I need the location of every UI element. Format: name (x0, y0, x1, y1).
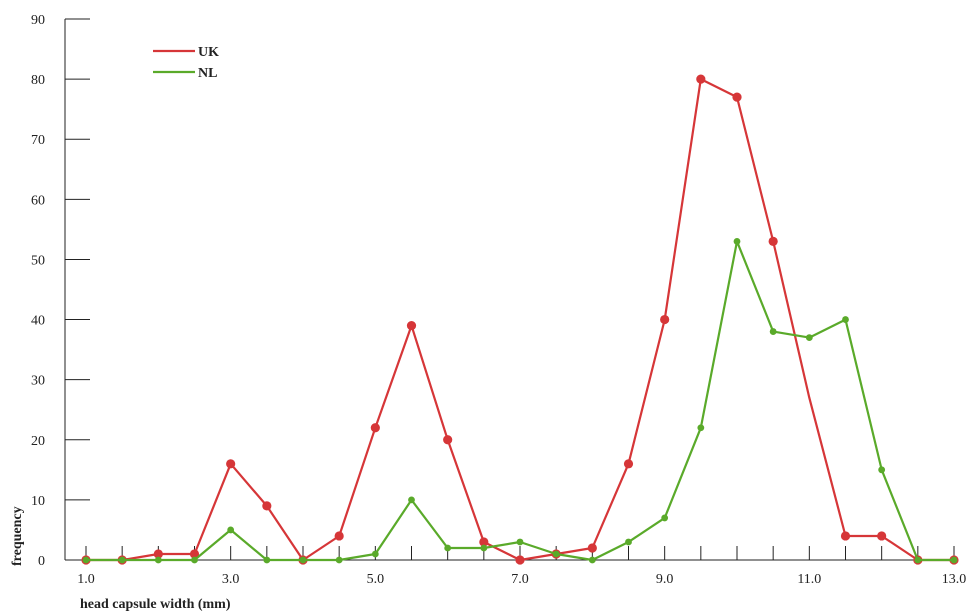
data-point-nl (82, 556, 90, 564)
data-point-nl (914, 556, 922, 564)
data-point-uk (587, 543, 597, 553)
x-tick-label: 7.0 (511, 572, 529, 587)
data-point-nl (552, 550, 560, 558)
data-point-nl (371, 550, 379, 558)
x-tick-label: 1.0 (77, 572, 95, 587)
x-tick-label: 13.0 (942, 572, 967, 587)
series-nl (82, 238, 958, 564)
data-point-uk (660, 314, 670, 325)
x-tick-label: 5.0 (367, 572, 385, 587)
y-tick-label: 70 (31, 133, 45, 148)
data-point-nl (480, 544, 488, 552)
data-point-uk (226, 459, 236, 469)
data-point-nl (335, 556, 343, 564)
data-point-nl (769, 328, 777, 335)
data-point-uk (406, 320, 417, 331)
data-point-uk (370, 423, 380, 433)
series-layer (81, 74, 959, 565)
data-point-nl (625, 538, 632, 546)
data-point-nl (842, 316, 849, 323)
data-point-uk (262, 501, 272, 511)
data-point-uk (623, 459, 634, 469)
y-tick-label: 80 (31, 73, 45, 88)
series-uk (81, 74, 959, 565)
series-line-uk (86, 77, 954, 562)
data-point-uk (840, 531, 851, 541)
y-tick-label: 30 (31, 374, 45, 389)
data-point-nl (263, 556, 271, 564)
data-point-nl (697, 424, 705, 432)
x-axis-ticks: 1.0 3.0 5.0 7.0 9.0 11.0 13.0 (77, 546, 966, 587)
data-point-nl (878, 466, 886, 474)
data-point-nl (191, 556, 198, 564)
y-tick-label: 20 (31, 434, 45, 449)
data-point-nl (299, 556, 307, 564)
data-point-nl (154, 556, 162, 564)
data-point-nl (588, 556, 596, 564)
data-point-nl (950, 556, 958, 564)
data-point-nl (408, 496, 415, 504)
legend-label: UK (198, 45, 219, 60)
x-axis-title: head capsule width (mm) (80, 597, 231, 612)
y-tick-label: 10 (31, 494, 45, 509)
x-tick-label: 9.0 (656, 572, 674, 587)
data-point-uk (732, 92, 742, 102)
data-point-uk (479, 537, 489, 547)
legend-label: NL (198, 66, 217, 81)
y-tick-label: 40 (31, 314, 45, 329)
data-point-nl (227, 526, 235, 534)
data-point-uk (515, 555, 525, 565)
data-point-uk (877, 531, 887, 541)
y-axis-title: frequency (10, 506, 25, 566)
y-tick-label: 90 (31, 13, 45, 28)
x-tick-label: 3.0 (222, 572, 240, 587)
y-tick-label: 60 (31, 193, 45, 208)
x-tick-label: 11.0 (797, 572, 821, 587)
legend-item-nl: NL (153, 66, 217, 81)
y-tick-label: 50 (31, 253, 45, 268)
data-point-nl (516, 538, 524, 546)
legend-item-uk: UK (153, 45, 219, 60)
y-axis-ticks: 0 10 20 30 40 50 60 70 80 90 (31, 13, 90, 569)
data-point-nl (444, 544, 452, 552)
legend: UK NL (153, 45, 219, 81)
data-point-nl (118, 556, 126, 564)
axes (64, 19, 954, 561)
y-tick-label: 0 (38, 554, 45, 569)
data-point-uk (768, 236, 778, 247)
data-point-nl (733, 238, 741, 245)
data-point-nl (661, 514, 669, 522)
data-point-nl (805, 334, 813, 341)
data-point-uk (696, 74, 706, 84)
data-point-uk (189, 549, 200, 559)
data-point-uk (334, 531, 344, 541)
data-point-uk (443, 435, 453, 445)
data-point-uk (153, 549, 163, 559)
series-line-nl (86, 240, 954, 562)
